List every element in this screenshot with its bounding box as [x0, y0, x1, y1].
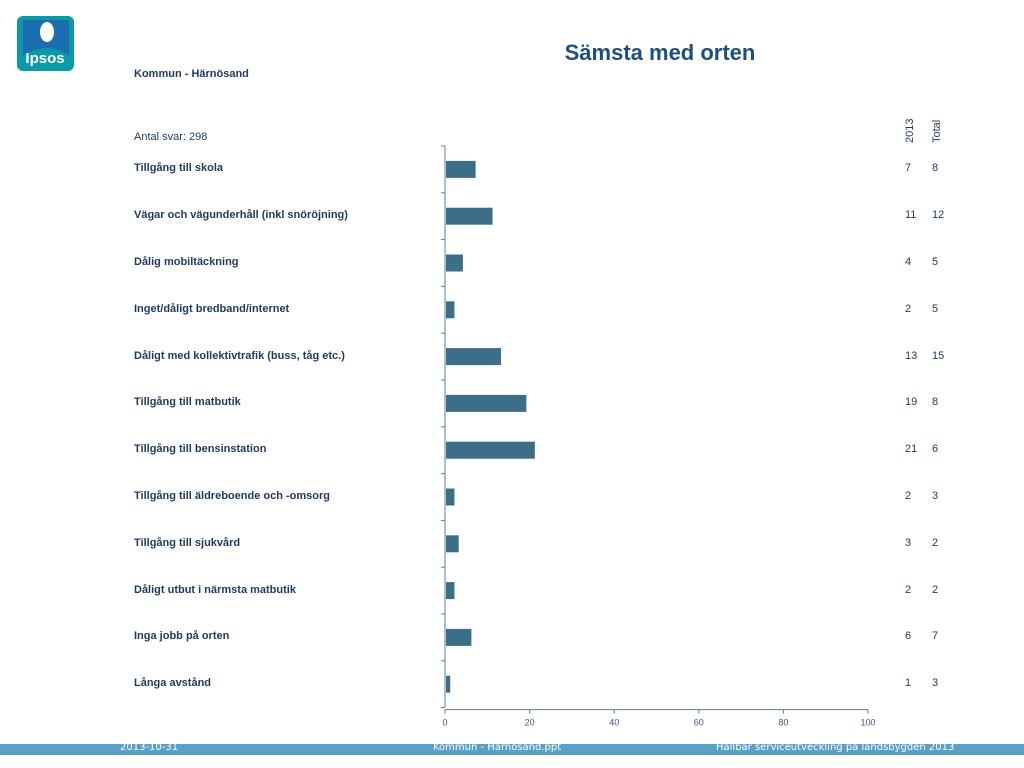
value-2013: 1 — [905, 677, 912, 690]
value-total: 2 — [932, 536, 939, 549]
x-tick-label: 60 — [694, 718, 704, 728]
value-total: 5 — [932, 302, 939, 315]
x-tick-label: 100 — [860, 718, 875, 728]
category-label: Tillgång till bensinstation — [134, 443, 267, 456]
page-title: Sämsta med orten — [564, 40, 756, 65]
category-label: Dåligt utbut i närmsta matbutik — [134, 583, 296, 596]
category-label: Tillgång till äldreboende och -omsorg — [134, 490, 330, 502]
x-tick-label: 0 — [442, 718, 447, 728]
category-label: Långa avstånd — [134, 677, 212, 690]
footer-project: Hållbar serviceutveckling på landsbygden… — [716, 742, 955, 753]
footer-bar — [0, 744, 1024, 755]
bar-2013 — [446, 301, 455, 319]
category-label: Vägar och vägunderhåll (inkl snöröjning) — [134, 209, 348, 222]
value-total: 6 — [932, 443, 939, 456]
value-total: 3 — [932, 490, 939, 502]
value-2013: 7 — [905, 162, 912, 175]
value-2013: 2 — [905, 490, 912, 502]
category-label: Dålig mobiltäckning — [134, 256, 239, 268]
x-tick-label: 80 — [778, 718, 788, 728]
value-2013: 4 — [905, 256, 912, 268]
bar-2013 — [446, 441, 535, 459]
page-subtitle: Kommun - Härnösand — [134, 68, 249, 80]
footer-date: 2013-10-31 — [120, 742, 179, 753]
category-label: Tillgång till sjukvård — [134, 536, 241, 549]
logo-text: Ipsos — [25, 50, 64, 67]
x-tick-label: 20 — [525, 718, 535, 728]
value-2013: 3 — [905, 536, 912, 549]
base-count: Antal svar: 298 — [134, 131, 208, 143]
value-2013: 13 — [905, 349, 918, 362]
value-2013: 11 — [905, 209, 917, 222]
category-label: Tillgång till skola — [134, 162, 224, 175]
value-total: 3 — [932, 677, 939, 690]
value-total: 8 — [932, 162, 939, 175]
bar-2013 — [446, 160, 476, 178]
value-total: 12 — [932, 209, 945, 222]
bar-2013 — [446, 675, 451, 693]
value-total: 8 — [932, 396, 939, 409]
category-label: Dåligt med kollektivtrafik (buss, tåg et… — [134, 349, 345, 362]
value-2013: 2 — [905, 302, 912, 315]
bar-2013 — [446, 628, 472, 646]
value-2013: 19 — [905, 396, 918, 409]
ipsos-logo: Ipsos — [17, 16, 74, 71]
category-label: Tillgång till matbutik — [134, 396, 241, 409]
value-2013: 21 — [905, 443, 918, 456]
bar-2013 — [446, 535, 459, 553]
value-total: 2 — [932, 583, 939, 596]
footer-file: Kommun - Härnösand.ppt — [433, 742, 562, 753]
value-total: 5 — [932, 256, 939, 268]
category-label: Inga jobb på orten — [134, 630, 230, 643]
value-2013: 2 — [905, 583, 912, 596]
value-2013: 6 — [905, 630, 912, 643]
bar-2013 — [446, 348, 501, 366]
value-total: 7 — [932, 630, 939, 643]
bar-2013 — [446, 254, 463, 272]
bar-chart: 0 20 40 60 80 100 — [441, 145, 876, 728]
bar-2013 — [446, 488, 455, 506]
bar-2013 — [446, 394, 527, 412]
bar-2013 — [446, 207, 493, 225]
x-tick-label: 40 — [609, 718, 619, 728]
bar-2013 — [446, 582, 455, 600]
category-label: Inget/dåligt bredband/internet — [134, 302, 290, 315]
value-total: 15 — [932, 349, 945, 362]
